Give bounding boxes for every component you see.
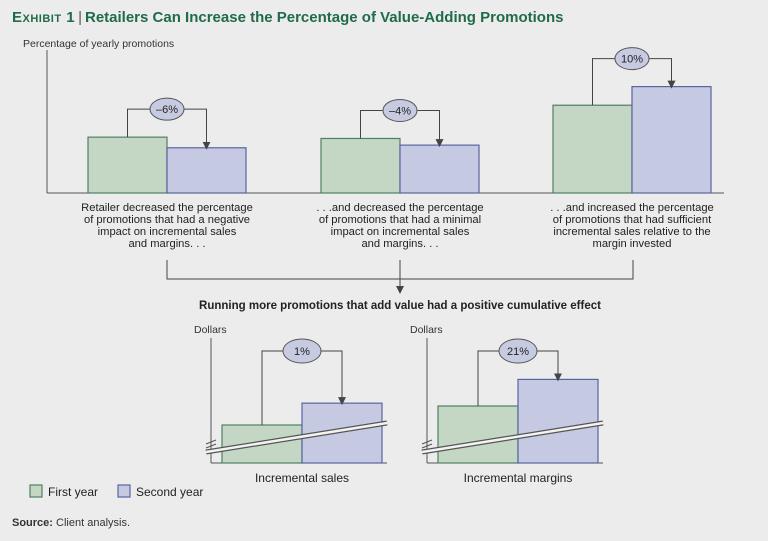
axis-break-inner-1 [205, 421, 388, 454]
legend-label-second-year: Second year [136, 485, 203, 499]
sub-x-label-2: Incremental margins [464, 471, 573, 485]
source-text: Client analysis. [56, 517, 131, 529]
bar-first-year-1 [87, 136, 168, 194]
caption-1-line-1: Retailer decreased the percentage [81, 202, 253, 214]
axis-break-inner-2 [421, 421, 604, 454]
caption-1-line-4: and margins. . . [128, 238, 205, 250]
caption-2-line-1: . . .and decreased the percentage [316, 202, 483, 214]
change-bubble-1 [149, 97, 185, 121]
caption-3-line-3: incremental sales relative to the [553, 226, 710, 238]
axis-break-tick-b-2 [421, 443, 433, 449]
bar-second-year-1 [166, 147, 247, 194]
top-chart: Percentage of yearly promotions –6% Retail… [23, 38, 724, 294]
caption-2-line-3: impact on incremental sales [331, 226, 470, 238]
sub-bar-first-year-2 [437, 405, 519, 464]
axis-break-tick-b-1 [205, 443, 217, 449]
legend: First year Second year [29, 484, 203, 499]
sub-y-label-2: Dollars [410, 324, 443, 336]
change-label-2: –4% [389, 105, 411, 117]
change-label-3: 10% [621, 54, 643, 66]
sub-change-label-2: 21% [507, 346, 529, 358]
sub-y-label-1: Dollars [194, 324, 227, 336]
page-title: Exhibit 1 | Retailers Can Increase the Per… [12, 9, 563, 26]
caption-3-line-4: margin invested [593, 238, 672, 250]
legend-swatch-second-year [117, 484, 131, 498]
source-label: Source: [12, 517, 53, 529]
caption-1-line-2: of promotions that had a negative [84, 214, 250, 226]
y-axis-label: Percentage of yearly promotions [23, 38, 174, 50]
sub-bar-second-year-2 [517, 378, 599, 464]
change-bubble-2 [382, 98, 418, 122]
title-separator: | [78, 9, 82, 26]
exhibit-label: Exhibit 1 [12, 9, 76, 26]
caption-2-line-2: of promotions that had a minimal [319, 214, 481, 226]
bar-second-year-2 [399, 144, 480, 194]
legend-label-first-year: First year [48, 485, 98, 499]
sub-chart-1: Dollars 1% Incremental sales [194, 324, 388, 485]
sub-change-bubble-2 [498, 338, 538, 364]
change-bubble-3 [614, 47, 650, 71]
sub-chart-2: Dollars 21% Incremental margins [410, 324, 604, 485]
bar-first-year-2 [320, 137, 401, 194]
axis-break-tick-a-2 [421, 439, 433, 445]
bar-second-year-3 [631, 85, 712, 194]
bar-first-year-3 [552, 104, 633, 194]
caption-3-line-2: of promotions that had sufficient [553, 214, 712, 226]
axis-break-tick-a-1 [205, 439, 217, 445]
sub-change-bubble-1 [282, 338, 322, 364]
caption-2-line-4: and margins. . . [361, 238, 438, 250]
exhibit-title: Retailers Can Increase the Percentage of… [84, 9, 564, 26]
caption-3-line-1: . . .and increased the percentage [550, 202, 714, 214]
sub-change-label-1: 1% [294, 346, 310, 358]
legend-swatch-first-year [29, 484, 43, 498]
bottom-chart: Running more promotions that add value h… [194, 300, 604, 485]
source-note: Source: Client analysis. [12, 517, 130, 529]
subtitle: Running more promotions that add value h… [199, 300, 601, 312]
caption-1-line-3: impact on incremental sales [98, 226, 237, 238]
sub-x-label-1: Incremental sales [255, 471, 349, 485]
change-label-1: –6% [156, 104, 178, 116]
